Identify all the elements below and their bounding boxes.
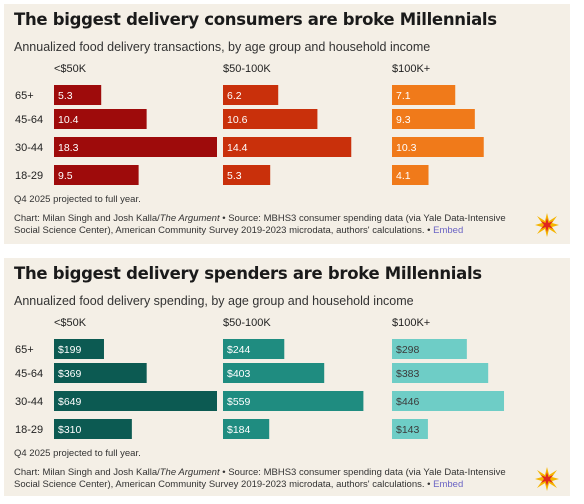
bar	[392, 109, 475, 129]
embed-link[interactable]: Embed	[433, 479, 464, 490]
row-label: 65+	[15, 344, 34, 356]
chart-panel-transactions: The biggest delivery consumers are broke…	[4, 4, 570, 244]
bar-value-label: $184	[227, 424, 251, 436]
column-header: $100K+	[392, 317, 430, 329]
bar	[54, 137, 217, 157]
bar-value-label: $143	[396, 424, 420, 436]
bar-value-label: 5.3	[227, 170, 242, 182]
bar-value-label: 9.5	[58, 170, 73, 182]
bar	[392, 339, 467, 359]
bar	[54, 363, 147, 383]
bar-chart-transactions: <$50K $50-100K $100K+ 65+ 45-64 30-44 18-29 5.3…	[15, 63, 484, 185]
bar-chart-spending: <$50K $50-100K $100K+ 65+ 45-64 30-44 18-29 $19…	[15, 317, 505, 439]
column-header: $50-100K	[223, 317, 271, 329]
bar	[223, 137, 352, 157]
source-note: Chart: Milan Singh and Josh Kalla/The Ar…	[14, 467, 534, 491]
chart-panel-spending: The biggest delivery spenders are broke …	[4, 258, 570, 496]
projection-note: Q4 2025 projected to full year.	[14, 448, 141, 459]
bar-value-label: 9.3	[396, 114, 411, 126]
row-label: 45-64	[15, 368, 43, 380]
source-publication: The Argument	[159, 213, 220, 224]
bar	[223, 339, 285, 359]
bar-value-label: 14.4	[227, 142, 248, 154]
starburst-icon	[535, 213, 559, 237]
bar-value-label: 18.3	[58, 142, 79, 154]
bar	[223, 109, 318, 129]
bar-value-label: $403	[227, 368, 251, 380]
bar	[54, 339, 104, 359]
bar	[392, 391, 505, 411]
bar-value-label: 4.1	[396, 170, 411, 182]
row-label: 30-44	[15, 396, 43, 408]
bar	[392, 137, 484, 157]
bar-value-label: $446	[396, 396, 420, 408]
bar-value-label: $383	[396, 368, 420, 380]
row-label: 45-64	[15, 114, 43, 126]
bar-value-label: 10.4	[58, 114, 79, 126]
embed-link[interactable]: Embed	[433, 225, 464, 236]
bar	[223, 363, 325, 383]
chart-subtitle: Annualized food delivery transactions, b…	[14, 40, 431, 54]
source-text: • Source: MBHS3 consumer spending data (…	[14, 213, 506, 236]
bar-value-label: $199	[58, 344, 82, 356]
column-header: <$50K	[54, 317, 87, 329]
bar-value-label: $298	[396, 344, 420, 356]
source-publication: The Argument	[159, 467, 220, 478]
bar-value-label: $244	[227, 344, 251, 356]
bar	[392, 85, 456, 105]
bar	[223, 419, 270, 439]
bar	[54, 85, 102, 105]
bar	[223, 85, 279, 105]
row-label: 30-44	[15, 142, 43, 154]
bar-value-label: 10.6	[227, 114, 248, 126]
chart-title: The biggest delivery consumers are broke…	[14, 10, 497, 29]
bar	[392, 165, 429, 185]
bar	[54, 419, 132, 439]
chart-subtitle: Annualized food delivery spending, by ag…	[14, 294, 414, 308]
bar	[392, 419, 428, 439]
row-label: 18-29	[15, 170, 43, 182]
bar-value-label: $649	[58, 396, 82, 408]
row-label: 18-29	[15, 424, 43, 436]
bar	[392, 363, 489, 383]
source-authors: Chart: Milan Singh and Josh Kalla/	[14, 213, 160, 224]
starburst-icon	[535, 467, 559, 491]
projection-note: Q4 2025 projected to full year.	[14, 194, 141, 205]
bar	[54, 391, 217, 411]
column-header: $100K+	[392, 63, 430, 75]
bar-value-label: $559	[227, 396, 251, 408]
column-header: $50-100K	[223, 63, 271, 75]
bar-value-label: $369	[58, 368, 82, 380]
source-note: Chart: Milan Singh and Josh Kalla/The Ar…	[14, 213, 534, 237]
bar	[223, 391, 364, 411]
bar	[54, 109, 147, 129]
bar-value-label: 5.3	[58, 90, 73, 102]
bar-value-label: 7.1	[396, 90, 411, 102]
bar-value-label: 10.3	[396, 142, 417, 154]
row-label: 65+	[15, 90, 34, 102]
source-text: • Source: MBHS3 consumer spending data (…	[14, 467, 506, 490]
chart-title: The biggest delivery spenders are broke …	[14, 264, 482, 283]
column-header: <$50K	[54, 63, 87, 75]
source-authors: Chart: Milan Singh and Josh Kalla/	[14, 467, 160, 478]
bar	[223, 165, 271, 185]
bar-value-label: 6.2	[227, 90, 242, 102]
bar	[54, 165, 139, 185]
bar-value-label: $310	[58, 424, 82, 436]
